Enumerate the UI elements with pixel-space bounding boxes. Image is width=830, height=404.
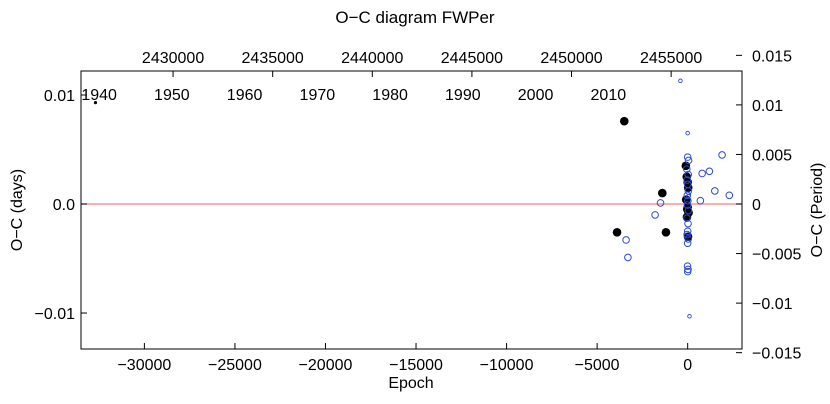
year-label: 2000 [518, 87, 554, 104]
data-point [683, 176, 691, 184]
right-tick-label: −0.01 [752, 296, 793, 313]
year-label: 1990 [445, 87, 481, 104]
top-tick-label: 2435000 [242, 50, 304, 67]
data-point [698, 169, 706, 178]
data-point [658, 188, 667, 198]
data-point [684, 196, 692, 205]
x-tick-label: −5000 [575, 357, 620, 374]
y-axis-title-left: O−C (days) [9, 169, 26, 251]
data-point [622, 236, 630, 244]
right-tick-label: 0 [752, 197, 761, 214]
bottom-axis: −30000 −25000 −20000 −15000 −10000 −5000 0 [117, 343, 692, 374]
data-point [624, 253, 632, 262]
y-tick-label: 0.0 [53, 197, 75, 214]
chart-title: O−C diagram FWPer [335, 8, 495, 27]
top-tick-label: 2445000 [441, 50, 503, 67]
year-label: 1950 [154, 87, 190, 104]
data-point [683, 239, 692, 248]
right-tick-label: −0.015 [752, 346, 801, 363]
plot-frame [80, 70, 743, 350]
right-axis: −0.015 −0.01 −0.005 0 0.005 0.01 0.015 [736, 48, 801, 363]
top-axis-jd: 2430000 2435000 2440000 2445000 2450000 24550… [142, 50, 702, 77]
data-point [686, 194, 691, 199]
top-tick-label: 2440000 [341, 50, 403, 67]
data-point [619, 116, 629, 126]
data-point [682, 165, 691, 173]
data-point [678, 78, 683, 84]
y-tick-label: 0.01 [44, 88, 75, 105]
left-axis: −0.01 0.0 0.01 [35, 88, 87, 323]
y-axis-title-right: O−C (Period) [809, 163, 826, 258]
data-point [687, 314, 692, 319]
data-point [684, 206, 693, 215]
data-point [656, 199, 665, 207]
x-tick-label: −20000 [299, 357, 353, 374]
right-tick-label: 0.005 [752, 147, 792, 164]
data-point [696, 196, 705, 205]
data-point [684, 170, 693, 179]
x-axis-title: Epoch [388, 375, 433, 392]
data-point [683, 153, 692, 161]
data-point [685, 130, 690, 136]
data-point [683, 230, 691, 239]
data-point [711, 187, 719, 195]
data-point [684, 156, 693, 165]
top-tick-label: 2430000 [142, 50, 204, 67]
data-point [725, 191, 734, 200]
data-point [705, 167, 714, 176]
data-point [661, 228, 671, 237]
x-tick-label: −15000 [389, 357, 443, 374]
data-point [683, 267, 692, 276]
x-tick-label: 0 [683, 357, 692, 374]
year-label: 1960 [227, 87, 263, 104]
data-point [684, 219, 692, 228]
year-label: 2010 [591, 87, 627, 104]
data-point [718, 151, 726, 159]
top-tick-label: 2455000 [640, 50, 702, 67]
data-point [93, 101, 98, 105]
y-tick-label: −0.01 [35, 306, 76, 323]
data-point [683, 227, 692, 236]
right-tick-label: 0.01 [752, 98, 783, 115]
data-point [651, 211, 659, 219]
data-point [612, 228, 622, 237]
data-point [683, 262, 692, 270]
x-tick-label: −10000 [480, 357, 534, 374]
right-tick-label: −0.005 [752, 247, 801, 264]
x-tick-label: −25000 [208, 357, 262, 374]
data-points-layer [93, 78, 734, 319]
year-label: 1970 [300, 87, 336, 104]
year-labels: 1940 1950 1960 1970 1980 1990 2000 2010 [81, 87, 626, 104]
right-tick-label: 0.015 [752, 48, 792, 65]
year-label: 1980 [372, 87, 408, 104]
data-point [683, 201, 692, 209]
data-point [683, 191, 692, 200]
top-tick-label: 2450000 [540, 50, 602, 67]
x-tick-label: −30000 [117, 357, 171, 374]
data-point [684, 235, 693, 243]
year-label: 1940 [81, 87, 117, 104]
data-point [683, 214, 691, 222]
data-point [682, 212, 692, 222]
